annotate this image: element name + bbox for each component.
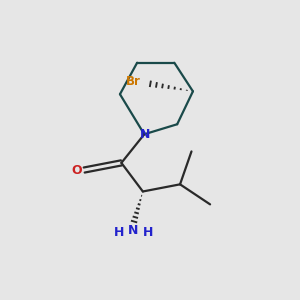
- Text: H: H: [114, 226, 124, 239]
- Text: N: N: [128, 224, 139, 237]
- Text: H: H: [142, 226, 153, 239]
- Text: O: O: [71, 164, 82, 176]
- Text: N: N: [140, 128, 150, 141]
- Text: Br: Br: [126, 75, 141, 88]
